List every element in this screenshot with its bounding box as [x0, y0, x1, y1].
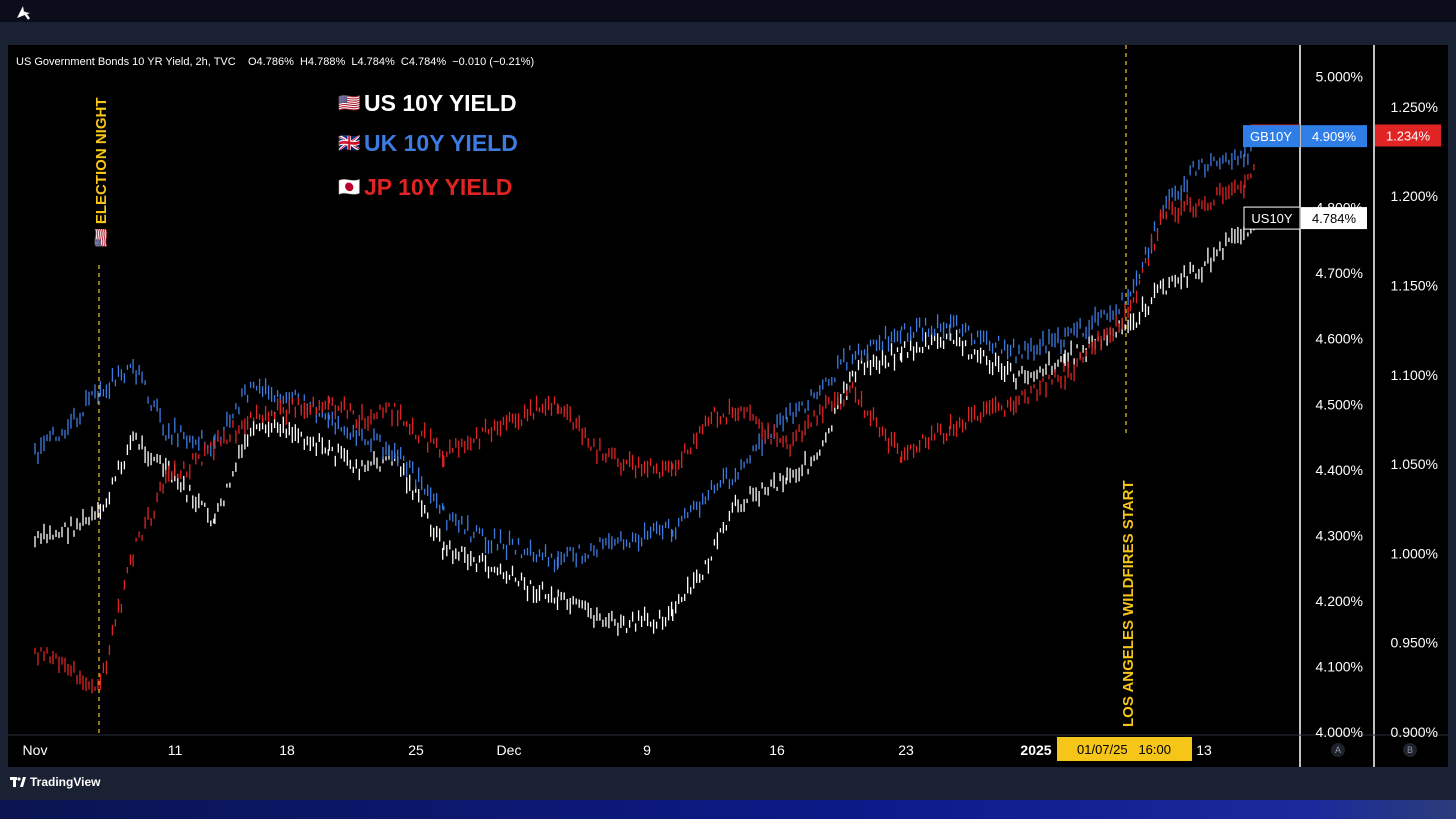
- legend-uk-flag: 🇬🇧: [338, 133, 360, 153]
- tag-gb10y-symbol-box: [1243, 125, 1300, 148]
- tag-us10y-value: 4.784%: [1312, 211, 1357, 226]
- legend-us-label: US 10Y YIELD: [364, 90, 517, 116]
- axis-b-tick-label: 1.000%: [1391, 545, 1438, 561]
- series-us10y: [34, 217, 1255, 636]
- price-bars: [34, 140, 1255, 694]
- tag-jp10y-value: 1.234%: [1386, 128, 1431, 143]
- time-tick-label: Dec: [497, 742, 522, 758]
- time-tick-label: 18: [279, 742, 295, 758]
- tag-gb10y-symbol: GB10Y: [1250, 129, 1292, 144]
- axis-b-tick-label: 1.100%: [1391, 367, 1438, 383]
- tradingview-brand: TradingView: [10, 775, 100, 789]
- legend: 🇺🇸 US 10Y YIELD 🇬🇧 UK 10Y YIELD 🇯🇵 JP 10…: [338, 90, 518, 200]
- chart-header-title: US Government Bonds 10 YR Yield, 2h, TVC: [16, 56, 236, 68]
- price-axis-b: 1.250% 1.200% 1.150% 1.100% 1.050% 1.000% 0.95…: [1391, 99, 1438, 740]
- top-bar: [0, 0, 1456, 22]
- legend-jp-flag: 🇯🇵: [338, 177, 360, 197]
- axis-a-tick-label: 4.700%: [1316, 265, 1363, 281]
- axis-b-tick-label: 1.250%: [1391, 99, 1438, 115]
- axis-b-tick-label: 1.200%: [1391, 188, 1438, 204]
- axis-a-tick-label: 5.000%: [1316, 69, 1363, 85]
- axis-b-mode-label: B: [1407, 745, 1413, 755]
- time-tick-label: 2025: [1020, 742, 1051, 758]
- axis-a-tick-label: 4.200%: [1316, 593, 1363, 609]
- election-night-label: 🇺🇸 ELECTION NIGHT: [93, 97, 110, 247]
- axis-a-tick-label: 4.600%: [1316, 331, 1363, 347]
- tradingview-logo-icon: [10, 777, 26, 787]
- time-axis: Nov 11 18 25 Dec 9 16 23 2025 13: [23, 742, 1212, 758]
- axis-b-mode-button[interactable]: [1403, 743, 1417, 757]
- crosshair-time-tag: 01/07/25 16:00: [1057, 737, 1192, 761]
- time-tick-label: 25: [408, 742, 424, 758]
- axis-a-mode-label: A: [1335, 745, 1341, 755]
- legend-jp-label: JP 10Y YIELD: [364, 174, 512, 200]
- chart-frame: US Government Bonds 10 YR Yield, 2h, TVC…: [8, 45, 1448, 767]
- time-tick-label: 9: [643, 742, 651, 758]
- bottom-band: [0, 800, 1456, 819]
- chart-header-ohlc: O4.786% H4.788% L4.784% C4.784% −0.010 (…: [248, 56, 534, 68]
- axis-b-tick-label: 0.900%: [1391, 724, 1438, 740]
- cursor-icon: [17, 6, 30, 20]
- crosshair-time-label: 01/07/25 16:00: [1077, 742, 1171, 757]
- axis-a-tick-label: 4.400%: [1316, 462, 1363, 478]
- series-jp10y: [34, 164, 1255, 694]
- tag-us10y-symbol-box: [1243, 206, 1301, 230]
- time-tick-label: 23: [898, 742, 914, 758]
- tag-us10y-value-box: [1301, 207, 1367, 230]
- legend-us-flag: 🇺🇸: [338, 93, 360, 113]
- tag-us10y-symbol: US10Y: [1251, 211, 1293, 226]
- axis-a-tick-label: 4.100%: [1316, 659, 1363, 675]
- tradingview-brand-text: TradingView: [30, 775, 101, 789]
- axis-b-tick-label: 1.150%: [1391, 278, 1438, 294]
- time-tick-label: Nov: [23, 742, 48, 758]
- tag-gb10y-value: 4.909%: [1312, 129, 1357, 144]
- wildfires-label: LOS ANGELES WILDFIRES START: [1120, 480, 1137, 727]
- time-tick-label: 16: [769, 742, 785, 758]
- axis-b-tick-label: 0.950%: [1391, 635, 1438, 651]
- time-tick-label: 11: [168, 742, 183, 758]
- time-tick-label: 13: [1196, 742, 1212, 758]
- price-axis-a: 5.000%4.900%4.800%4.700%4.600%4.500%4.40…: [1316, 69, 1363, 741]
- yield-chart[interactable]: US Government Bonds 10 YR Yield, 2h, TVC…: [8, 45, 1448, 767]
- axis-a-mode-button[interactable]: [1331, 743, 1345, 757]
- axis-a-tick-label: 4.000%: [1316, 724, 1363, 740]
- tag-gb10y-value-box: [1301, 125, 1367, 148]
- axis-b-tick-label: 1.050%: [1391, 456, 1438, 472]
- axis-a-tick-label: 4.300%: [1316, 527, 1363, 543]
- axis-a-tick-label: 4.500%: [1316, 396, 1363, 412]
- legend-uk-label: UK 10Y YIELD: [364, 130, 518, 156]
- tag-jp10y-value-box: [1375, 124, 1441, 147]
